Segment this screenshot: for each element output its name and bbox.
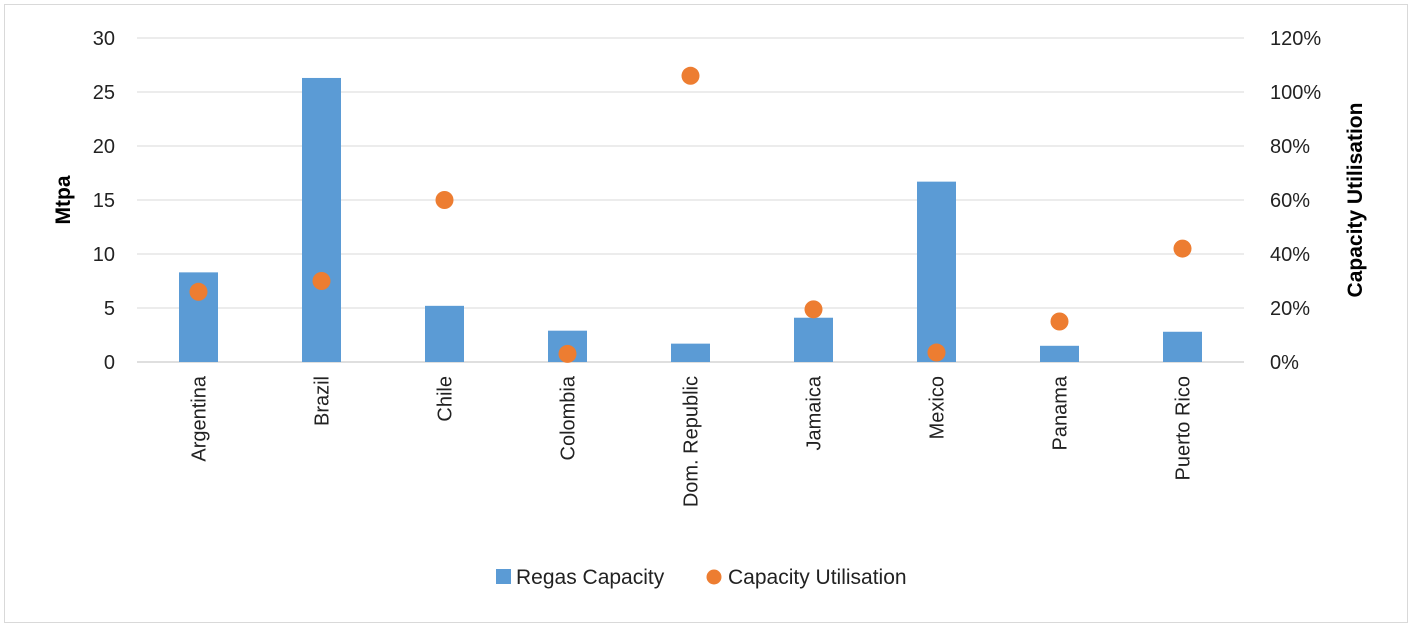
bar-panama	[1040, 345, 1079, 362]
legend-label-capacity-utilisation: Capacity Utilisation	[728, 566, 907, 589]
utilisation-point-puerto-rico	[1173, 239, 1192, 258]
y2-tick-label: 60%	[1270, 190, 1310, 212]
bar-chile	[425, 305, 464, 362]
utilisation-point-colombia	[558, 344, 577, 363]
legend-swatch-regas-capacity	[496, 569, 511, 584]
utilisation-point-dom-republic	[681, 66, 700, 85]
right-axis-title: Capacity Utilisation	[1344, 103, 1367, 298]
y2-tick-label: 100%	[1270, 82, 1321, 104]
utilisation-point-brazil	[312, 272, 331, 290]
y2-tick-label: 80%	[1270, 136, 1310, 158]
y-tick-label: 20	[93, 136, 115, 158]
bar-puerto-rico	[1163, 331, 1202, 362]
left-axis-title: Mtpa	[52, 175, 75, 224]
bar-mexico	[917, 181, 956, 362]
y2-tick-label: 0%	[1270, 352, 1299, 374]
legend-swatch-capacity-utilisation	[706, 569, 722, 585]
category-label: Jamaica	[804, 375, 826, 450]
y-tick-label: 10	[93, 244, 115, 266]
utilisation-point-argentina	[189, 282, 208, 301]
utilisation-point-mexico	[927, 343, 946, 362]
category-label: Puerto Rico	[1173, 376, 1195, 481]
legend: Regas Capacity Capacity Utilisation	[496, 566, 907, 589]
bar-dom-republic	[671, 343, 710, 362]
y2-tick-label: 20%	[1270, 298, 1310, 320]
category-label: Dom. Republic	[681, 376, 703, 507]
utilisation-point-jamaica	[804, 300, 823, 319]
left-axis-ticks: 0 5 10 15 20 25 30	[93, 28, 115, 374]
chart-border	[4, 4, 1408, 623]
y-tick-label: 25	[93, 82, 115, 104]
y2-tick-label: 120%	[1270, 28, 1321, 50]
category-label: Colombia	[558, 375, 580, 460]
bar-jamaica	[794, 317, 833, 362]
category-label: Chile	[435, 376, 457, 422]
y-tick-label: 30	[93, 28, 115, 50]
y-tick-label: 0	[104, 352, 115, 374]
category-label: Brazil	[312, 376, 334, 426]
right-axis-ticks: 0% 20% 40% 60% 80% 100% 120%	[1270, 28, 1321, 374]
category-label: Argentina	[189, 375, 211, 461]
category-label: Mexico	[927, 376, 949, 439]
utilisation-point-chile	[435, 191, 454, 209]
bar-brazil	[302, 77, 341, 363]
y-tick-label: 15	[93, 190, 115, 212]
y2-tick-label: 40%	[1270, 244, 1310, 266]
y-tick-label: 5	[104, 298, 115, 320]
scatter-series	[189, 66, 1192, 363]
legend-label-regas-capacity: Regas Capacity	[516, 566, 665, 589]
category-labels: Argentina Brazil Chile Colombia Dom. Republi…	[189, 375, 1195, 507]
utilisation-point-panama	[1050, 312, 1069, 331]
category-label: Panama	[1050, 375, 1072, 450]
